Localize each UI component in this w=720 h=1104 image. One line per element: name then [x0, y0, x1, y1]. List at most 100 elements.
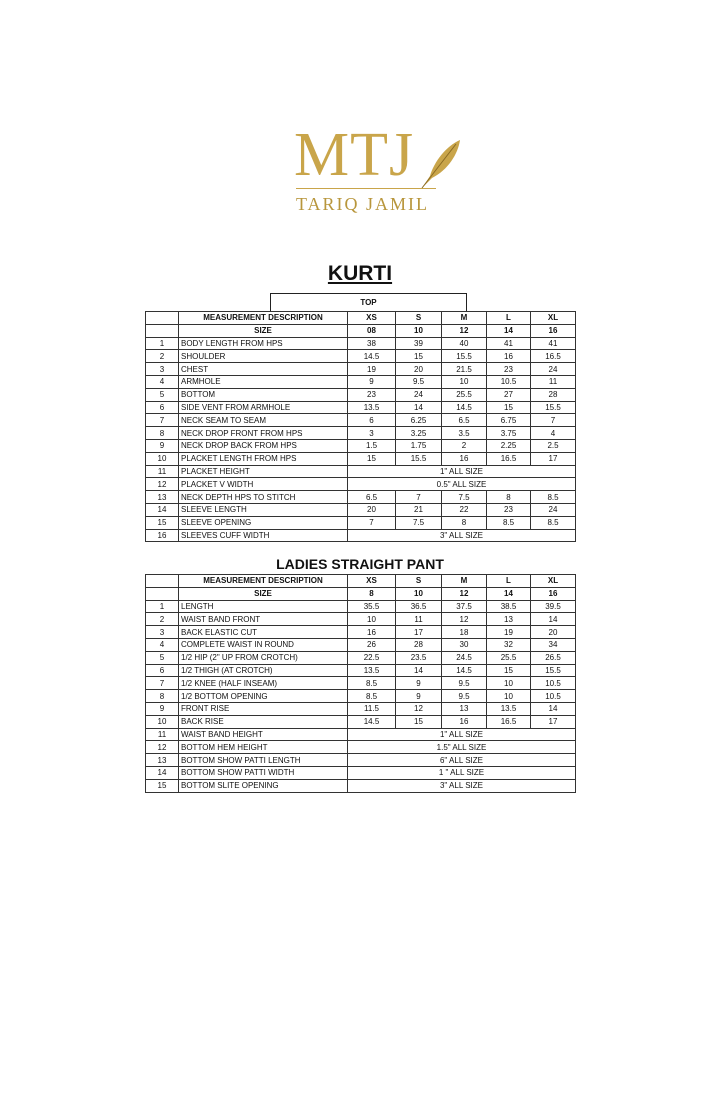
table-cell: 20 — [347, 502, 396, 517]
table-cell: 24 — [530, 362, 576, 376]
table-cell: 13 — [145, 490, 179, 504]
table-cell: MEASUREMENT DESCRIPTION — [178, 574, 348, 588]
table-cell: 10 — [145, 451, 179, 466]
table-cell: 6 — [347, 413, 396, 428]
table-cell: 6" ALL SIZE — [347, 753, 576, 767]
table-cell: 38 — [347, 336, 396, 351]
table-cell: 8 — [145, 689, 179, 703]
table-cell: 19 — [347, 362, 396, 376]
kurti-size-table: MEASUREMENT DESCRIPTION XS S M L XL SIZE 08 10 12… — [145, 311, 576, 543]
table-cell: 7 — [530, 413, 576, 428]
table-cell: LENGTH — [178, 599, 348, 614]
table-row: 10 PLACKET LENGTH FROM HPS 15 15.5 16 16.5 17 — [145, 451, 576, 466]
table-cell: 9 — [145, 701, 179, 716]
table-cell: 16.5 — [530, 349, 576, 364]
table-cell: 2 — [145, 349, 179, 364]
table-row: 12 BOTTOM HEM HEIGHT 1.5" ALL SIZE — [145, 740, 576, 755]
table-cell: 15 — [145, 778, 179, 793]
table-cell: 14 — [530, 612, 576, 627]
table-cell: 7 — [145, 413, 179, 428]
table-row: 1 BODY LENGTH FROM HPS 38 39 40 41 41 — [145, 336, 576, 351]
table-cell: 16.5 — [486, 714, 531, 729]
table-cell: COMPLETE WAIST IN ROUND — [178, 637, 348, 652]
table-cell: XS — [347, 311, 396, 325]
table-cell: BOTTOM SHOW PATTI LENGTH — [178, 753, 348, 767]
table-cell: 14 — [395, 663, 442, 678]
table-cell: 10 — [395, 323, 442, 338]
table-cell: 14.5 — [441, 400, 487, 415]
table-cell: 14.5 — [347, 714, 396, 729]
table-cell — [145, 323, 179, 338]
table-cell: 15 — [347, 451, 396, 466]
table-cell: 11 — [145, 727, 179, 742]
table-cell: 11.5 — [347, 701, 396, 716]
table-row: 2 SHOULDER 14.5 15 15.5 16 16.5 — [145, 349, 576, 364]
table-cell: SHOULDER — [178, 349, 348, 364]
table-cell: 17 — [395, 625, 442, 639]
table-cell: 10 — [395, 586, 442, 601]
table-cell: 19 — [486, 625, 531, 639]
table-cell: BACK ELASTIC CUT — [178, 625, 348, 639]
table-row: 15 SLEEVE OPENING 7 7.5 8 8.5 8.5 — [145, 515, 576, 530]
table-cell: 12 — [441, 586, 487, 601]
logo-rule — [296, 188, 436, 189]
table-cell: 10 — [145, 714, 179, 729]
table-row: 5 BOTTOM 23 24 25.5 27 28 — [145, 387, 576, 402]
table-cell: PLACKET HEIGHT — [178, 464, 348, 479]
table-row: 7 NECK SEAM TO SEAM 6 6.25 6.5 6.75 7 — [145, 413, 576, 428]
table-cell: 9 — [395, 689, 442, 703]
table-cell: 36.5 — [395, 599, 442, 614]
table-cell: 8.5 — [347, 689, 396, 703]
table-cell: NECK DROP BACK FROM HPS — [178, 438, 348, 453]
table-cell: 10 — [486, 676, 531, 691]
table-cell: SIZE — [178, 586, 348, 601]
table-cell: 9 — [395, 676, 442, 691]
table-row: 11 WAIST BAND HEIGHT 1" ALL SIZE — [145, 727, 576, 742]
table-cell: 30 — [441, 637, 487, 652]
size-row: SIZE 08 10 12 14 16 — [145, 323, 576, 338]
table-cell: 0.5" ALL SIZE — [347, 477, 576, 492]
table-cell: 5 — [145, 387, 179, 402]
table-cell: 15.5 — [530, 663, 576, 678]
header-row: MEASUREMENT DESCRIPTION XS S M L XL — [145, 574, 576, 588]
table-cell: 13 — [486, 612, 531, 627]
table-cell: 23 — [347, 387, 396, 402]
table-cell: 1.5 — [347, 438, 396, 453]
table-cell: 2.5 — [530, 438, 576, 453]
table-cell: 6 — [145, 400, 179, 415]
table-cell: 8 — [441, 515, 487, 530]
table-cell: 4 — [145, 374, 179, 389]
table-cell: 16 — [441, 714, 487, 729]
table-row: 13 BOTTOM SHOW PATTI LENGTH 6" ALL SIZE — [145, 753, 576, 767]
table-cell: 14 — [145, 502, 179, 517]
table-row: 2 WAIST BAND FRONT 10 11 12 13 14 — [145, 612, 576, 627]
table-cell: 41 — [486, 336, 531, 351]
table-cell: 28 — [530, 387, 576, 402]
table-cell: 16.5 — [486, 451, 531, 466]
table-cell: WAIST BAND FRONT — [178, 612, 348, 627]
table-cell: 39.5 — [530, 599, 576, 614]
table-cell: 3.25 — [395, 426, 442, 440]
table-cell: 16 — [486, 349, 531, 364]
table-row: 3 BACK ELASTIC CUT 16 17 18 19 20 — [145, 625, 576, 639]
table-cell: 22 — [441, 502, 487, 517]
table-cell: BOTTOM SHOW PATTI WIDTH — [178, 765, 348, 780]
table-cell: 38.5 — [486, 599, 531, 614]
table-row: 9 NECK DROP BACK FROM HPS 1.5 1.75 2 2.25 2.5 — [145, 438, 576, 453]
table-cell: 14 — [530, 701, 576, 716]
table-cell: 3.5 — [441, 426, 487, 440]
table-cell: 12 — [441, 323, 487, 338]
table-cell: 15.5 — [441, 349, 487, 364]
table-cell: M — [441, 311, 487, 325]
table-cell: 8.5 — [486, 515, 531, 530]
table-cell: ARMHOLE — [178, 374, 348, 389]
table-cell: 7 — [145, 676, 179, 691]
table-cell: XS — [347, 574, 396, 588]
table-cell: 3 — [145, 625, 179, 639]
table-cell: 18 — [441, 625, 487, 639]
table-cell — [145, 311, 179, 325]
table-cell: 4 — [530, 426, 576, 440]
table-cell: 14.5 — [347, 349, 396, 364]
table-cell: 13.5 — [347, 663, 396, 678]
table-cell: WAIST BAND HEIGHT — [178, 727, 348, 742]
